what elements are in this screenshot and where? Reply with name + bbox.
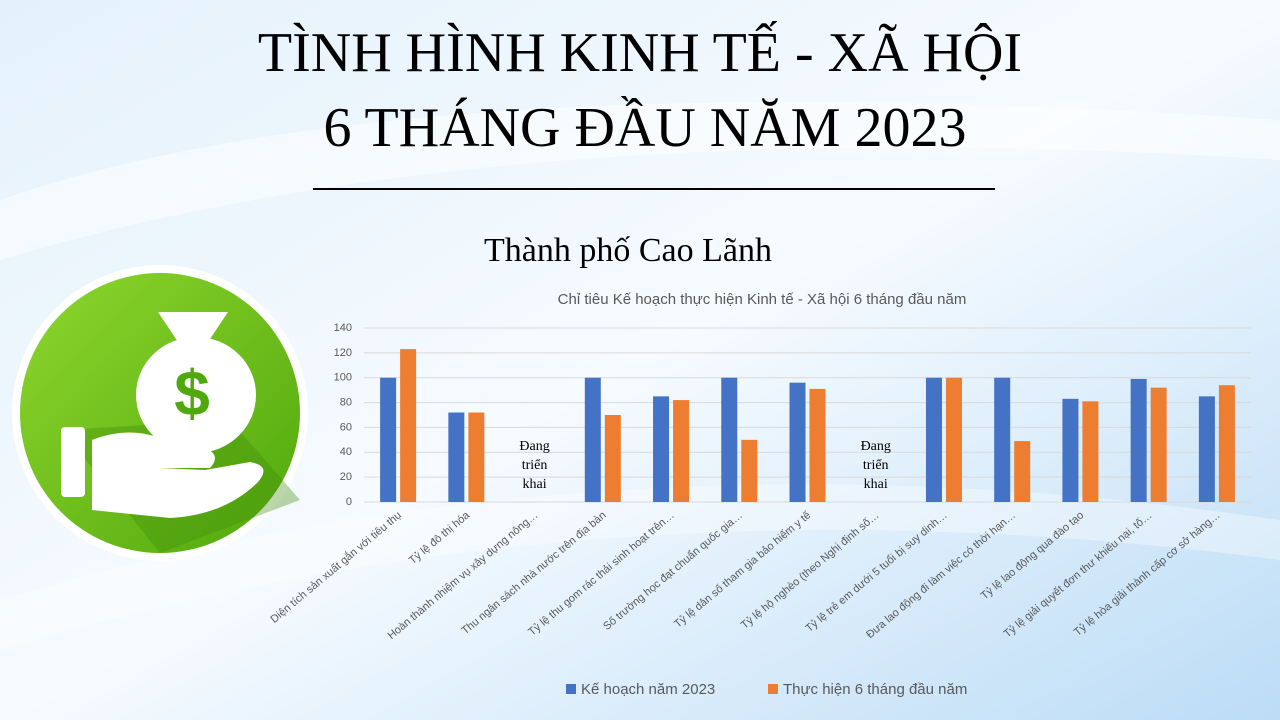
legend-swatch [768, 684, 778, 694]
svg-text:$: $ [174, 357, 210, 429]
y-tick-label: 140 [334, 322, 352, 334]
subtitle: Thành phố Cao Lãnh [484, 232, 772, 269]
y-tick-label: 20 [340, 471, 352, 483]
bar [721, 377, 738, 502]
bar [584, 377, 601, 502]
bar [468, 412, 485, 502]
bg-swoosh [0, 484, 1280, 650]
bar [604, 415, 621, 502]
y-tick-label: 80 [340, 396, 352, 408]
bar [400, 349, 417, 502]
title-line: TÌNH HÌNH KINH TẾ - XÃ HỘI [258, 20, 1022, 84]
bar [789, 382, 806, 502]
bar [1130, 378, 1147, 502]
y-tick-label: 120 [334, 347, 352, 359]
bar [994, 377, 1011, 502]
money-icon: $ [12, 265, 308, 561]
legend-label: Thực hiện 6 tháng đầu năm [783, 681, 967, 698]
bar [448, 412, 465, 502]
bar [1014, 441, 1031, 502]
y-tick-label: 40 [340, 446, 352, 458]
bar [1082, 401, 1099, 502]
bar [741, 439, 758, 502]
bg-swoosh [0, 102, 1280, 260]
bar [1150, 387, 1167, 502]
y-tick-label: 0 [346, 496, 352, 508]
bar [673, 400, 690, 502]
y-tick-label: 60 [340, 421, 352, 433]
title-line: 6 THÁNG ĐẦU NĂM 2023 [324, 95, 967, 159]
y-tick-label: 100 [334, 372, 352, 384]
bar [809, 388, 826, 502]
bar [653, 396, 670, 502]
annotation: Đang triển khai [519, 439, 549, 492]
bar [925, 377, 942, 502]
annotation: Đang triển khai [861, 439, 891, 492]
bar [1062, 398, 1079, 502]
chart-title: Chỉ tiêu Kế hoạch thực hiện Kinh tế - Xã… [558, 291, 967, 308]
legend-label: Kế hoạch năm 2023 [581, 681, 715, 698]
bar [1218, 385, 1235, 502]
bar [1198, 396, 1215, 502]
bar [945, 377, 962, 502]
bar [380, 377, 397, 502]
legend-swatch [566, 684, 576, 694]
